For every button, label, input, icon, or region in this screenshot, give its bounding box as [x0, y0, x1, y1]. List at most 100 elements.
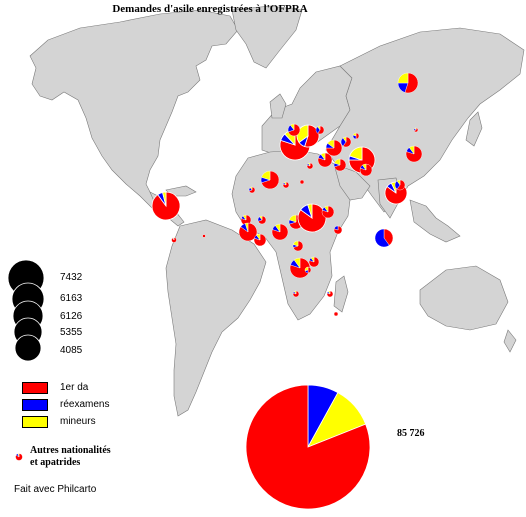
country-pie-13	[359, 163, 373, 177]
country-pie-11	[340, 136, 352, 148]
country-pie-14-slice-2	[397, 72, 409, 84]
country-pie-37	[292, 290, 300, 298]
madagascar	[333, 275, 349, 313]
country-pie-39-slice-0	[333, 311, 339, 317]
country-pie-40	[304, 266, 312, 274]
legend-label-reexam: réexamens	[60, 399, 110, 410]
country-pie-15	[405, 145, 423, 163]
country-pie-15-slice-2	[409, 145, 415, 155]
total-value: 85 726	[397, 428, 425, 439]
country-pie-29	[271, 223, 289, 241]
country-pie-6-slice-0	[317, 125, 325, 135]
country-pie-13-slice-0	[359, 163, 373, 177]
country-pie-18-slice-0	[383, 228, 394, 246]
asia	[325, 27, 525, 213]
country-pie-13-slice-2	[362, 163, 367, 171]
country-pie-31	[297, 203, 327, 233]
country-pie-34-slice-2	[292, 240, 299, 247]
legend-swatch-reexam	[22, 399, 48, 411]
country-pie-19	[413, 127, 419, 133]
country-pie-23-slice-0	[299, 179, 305, 185]
country-pie-17	[394, 179, 406, 191]
country-pie-19-slice-2	[414, 127, 417, 131]
country-pie-17-slice-2	[396, 179, 401, 186]
country-pie-32-slice-0	[321, 205, 335, 219]
country-pie-6	[315, 125, 325, 135]
country-pie-33-slice-1	[333, 225, 339, 231]
country-pie-17-slice-0	[396, 179, 406, 191]
country-pie-38	[326, 290, 334, 298]
country-pie-26-slice-2	[244, 222, 249, 233]
total-pie-slice-2	[245, 384, 371, 510]
country-pie-11-slice-2	[342, 136, 347, 143]
country-pie-12-slice-0	[355, 132, 360, 140]
land-masses	[29, 5, 525, 417]
country-pie-18-slice-1	[374, 228, 390, 248]
north-america	[29, 9, 239, 211]
country-pie-28-slice-0	[253, 233, 267, 247]
total-pie-chart	[245, 384, 371, 510]
country-pie-26	[238, 222, 258, 242]
country-pie-20-slice-2	[261, 170, 271, 181]
country-pie-23	[299, 179, 305, 185]
country-pie-36-slice-0	[308, 256, 320, 268]
country-pie-7	[325, 139, 343, 157]
country-pie-7-slice-2	[327, 139, 335, 149]
country-pie-22	[282, 181, 290, 189]
legend-label-minors: mineurs	[60, 416, 96, 427]
greenland	[231, 5, 303, 69]
country-pie-18	[374, 228, 394, 248]
country-pie-2	[202, 234, 206, 238]
size-label-5: 4085	[60, 345, 83, 356]
legend-label-first-request: 1er da	[60, 382, 89, 393]
country-pie-38-slice-2	[327, 290, 331, 295]
country-pie-22-slice-2	[283, 181, 287, 186]
country-pie-5	[287, 123, 301, 137]
country-pie-12-slice-2	[352, 132, 357, 137]
australia	[419, 265, 509, 331]
country-pie-36	[308, 256, 320, 268]
south-east-asia	[409, 199, 461, 243]
country-pie-10-slice-2	[349, 146, 363, 161]
other-nationalities-label: Autres nationalités et apatrides	[30, 445, 111, 469]
size-label-4: 5355	[60, 327, 83, 338]
country-pie-27	[257, 215, 267, 225]
other-pie-icon-slice-2	[17, 453, 20, 458]
country-pie-5-slice-2	[290, 123, 295, 131]
legend-swatch-minors	[22, 416, 48, 428]
country-pie-39	[333, 311, 339, 317]
new-zealand	[503, 329, 517, 353]
africa	[231, 149, 351, 321]
country-pie-28	[253, 233, 267, 247]
country-pie-1	[171, 237, 177, 243]
country-pie-30-slice-2	[289, 214, 297, 223]
size-circle-5	[14, 334, 42, 362]
country-pie-36-slice-2	[310, 256, 315, 263]
country-pie-35	[289, 257, 311, 279]
country-pie-27-slice-2	[259, 215, 263, 221]
country-pie-24-slice-2	[307, 162, 311, 167]
size-legend	[7, 259, 45, 362]
size-label-3: 6126	[60, 311, 83, 322]
country-pie-9	[333, 158, 347, 172]
small-pie-icon	[15, 453, 23, 461]
country-pie-31-slice-2	[307, 203, 313, 219]
country-pie-20	[260, 170, 280, 190]
country-pie-21	[248, 186, 256, 194]
japan	[465, 111, 483, 147]
total-pie	[245, 384, 371, 510]
country-pie-40-slice-2	[304, 266, 309, 272]
other-nationalities-line1: Autres nationalités	[30, 445, 111, 456]
map-title: Demandes d'asile enregistrées à l'OFPRA	[112, 3, 308, 15]
country-pie-28-slice-2	[256, 233, 261, 241]
other-pie-icon	[15, 453, 23, 461]
british-isles	[269, 93, 287, 119]
country-pie-12	[352, 132, 360, 140]
country-pie-11-slice-0	[342, 136, 352, 148]
country-pie-34	[292, 240, 304, 252]
country-pie-29-slice-0	[271, 223, 289, 241]
country-pie-40-slice-0	[307, 266, 312, 274]
country-pie-0-slice-2	[162, 191, 167, 207]
country-pie-8-slice-2	[320, 152, 326, 161]
